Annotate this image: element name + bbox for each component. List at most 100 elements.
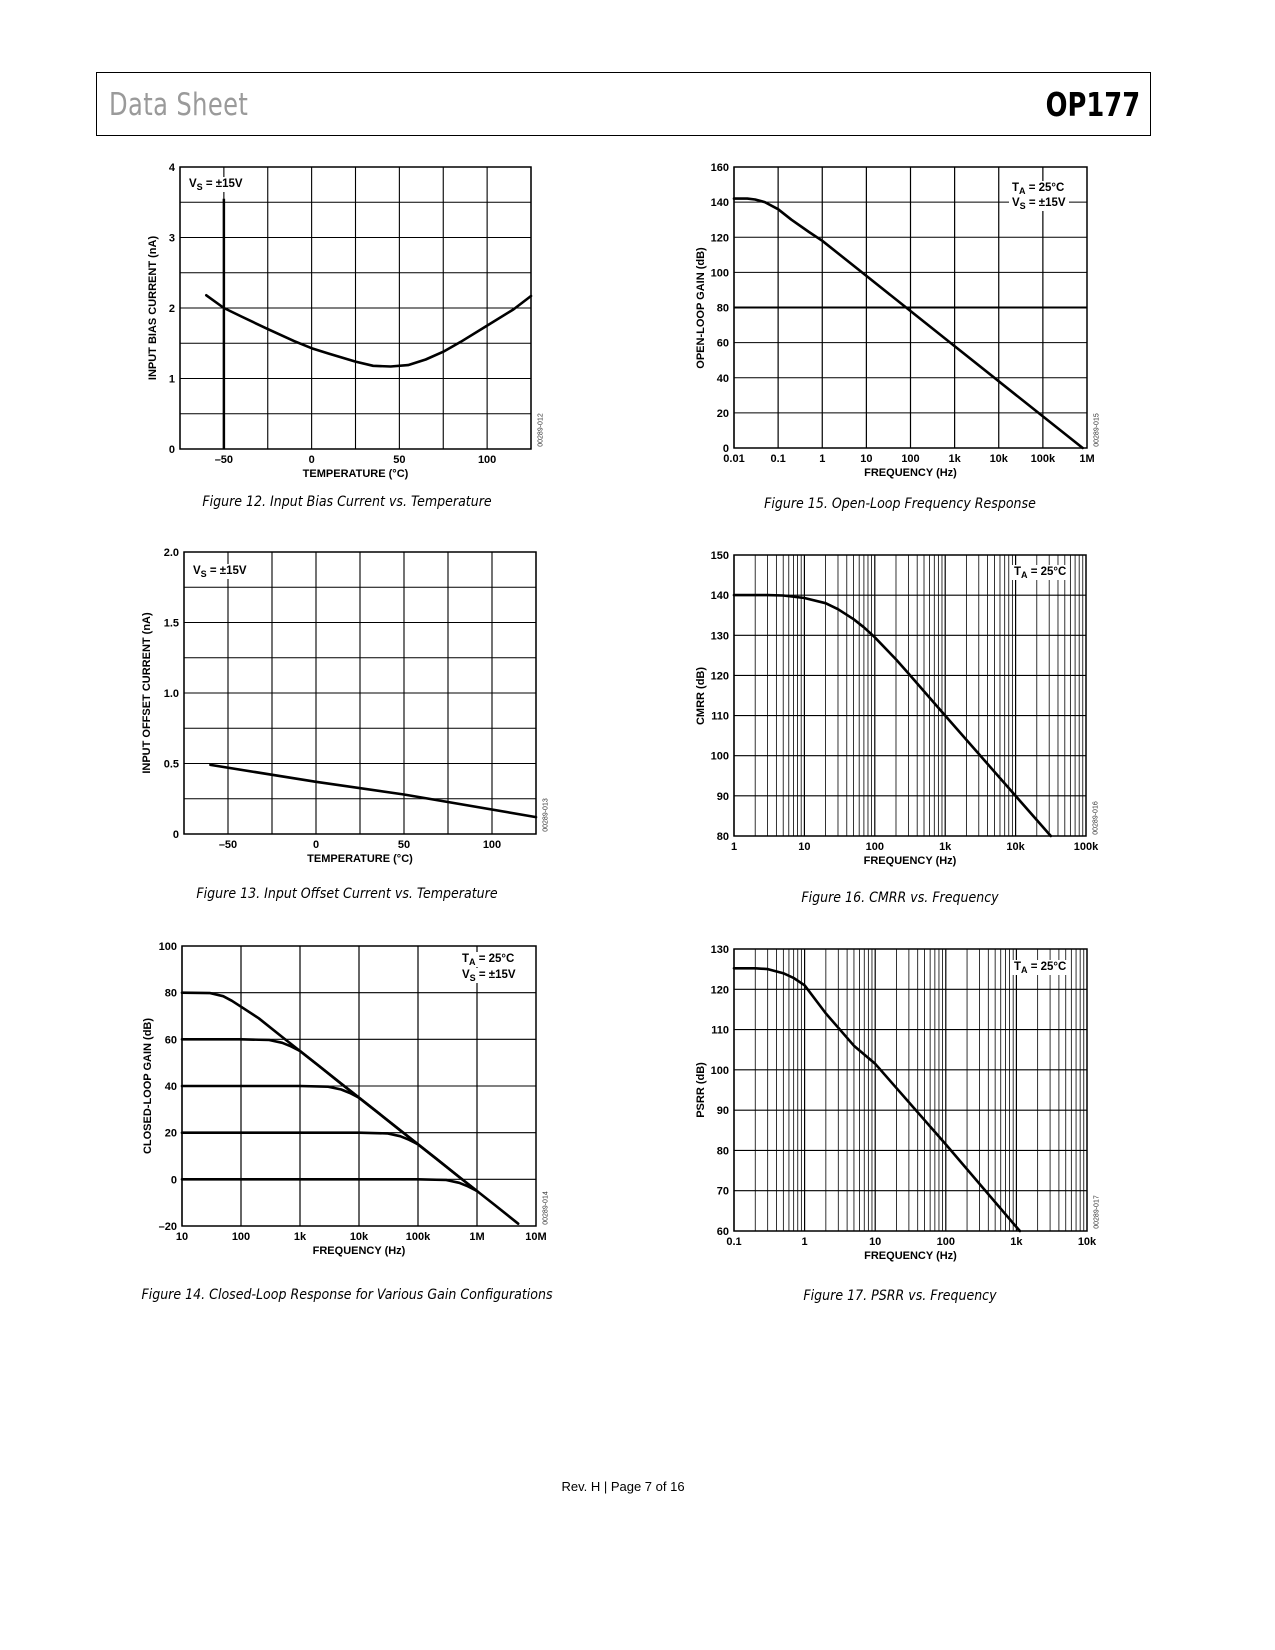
y-tick-label: 1.0 — [164, 688, 179, 700]
page-header: Data Sheet OP177 — [96, 72, 1151, 136]
page-footer: Rev. H | Page 7 of 16 — [561, 1479, 685, 1494]
x-tick-label: 50 — [398, 839, 410, 851]
annotation-value: = 25°C — [1027, 566, 1067, 578]
x-tick-label: 50 — [393, 454, 405, 466]
y-tick-label: 130 — [711, 944, 729, 956]
annotation-value: = ±15V — [1025, 197, 1066, 209]
x-tick-label: 100 — [866, 841, 884, 853]
condition-annotation: TA = 25°C — [459, 952, 518, 967]
condition-annotation: VS = ±15V — [190, 564, 250, 579]
x-tick-label: 10k — [350, 1231, 369, 1243]
annotation-symbol: T — [1014, 566, 1022, 578]
annotation-symbol: V — [462, 969, 470, 981]
x-tick-label: 0.01 — [723, 453, 744, 465]
series-line — [180, 991, 520, 1225]
x-tick-label: 1M — [1079, 453, 1094, 465]
series-line — [732, 593, 1053, 838]
y-tick-label: 90 — [717, 791, 729, 803]
annotation-value: = ±15V — [206, 565, 247, 577]
y-tick-label: 120 — [711, 670, 729, 682]
x-tick-label: 10k — [1006, 841, 1025, 853]
x-axis-label: FREQUENCY (Hz) — [312, 1245, 406, 1257]
series-line — [732, 197, 1084, 450]
x-tick-label: 100 — [232, 1231, 250, 1243]
annotation-subscript: A — [469, 957, 476, 967]
x-tick-label: 10 — [869, 1236, 881, 1248]
y-tick-label: 4 — [169, 162, 176, 174]
y-tick-label: 60 — [717, 338, 729, 350]
y-tick-label: 0 — [171, 1174, 177, 1186]
y-axis-label: INPUT BIAS CURRENT (nA) — [147, 235, 159, 381]
y-tick-label: 0 — [723, 443, 729, 455]
y-tick-label: 150 — [711, 550, 729, 562]
x-tick-label: 1k — [939, 841, 952, 853]
y-tick-label: 110 — [711, 1025, 729, 1037]
y-tick-label: 20 — [165, 1128, 177, 1140]
y-tick-label: 80 — [165, 988, 177, 1000]
x-tick-label: –50 — [215, 454, 233, 466]
chart-14: 10 100 1k 10k 100k 1M 10M –20 0 20 40 60 80 100 — [159, 941, 547, 1243]
figure-caption: Figure 15. Open-Loop Frequency Response — [764, 496, 1036, 512]
x-tick-label: 10 — [176, 1231, 188, 1243]
y-tick-label: 120 — [711, 984, 729, 996]
x-tick-label: 1 — [819, 453, 825, 465]
x-tick-label: 100 — [901, 453, 919, 465]
y-tick-label: 60 — [717, 1226, 729, 1238]
series-line — [180, 1131, 479, 1193]
figure-code: 00289-016 — [1092, 801, 1100, 835]
y-tick-label: 80 — [717, 831, 729, 843]
annotation-subscript: S — [200, 569, 207, 579]
y-tick-label: 0 — [169, 444, 175, 456]
document-type: Data Sheet — [109, 87, 249, 123]
annotation-value: = 25°C — [475, 953, 515, 965]
x-tick-label: 100 — [483, 839, 501, 851]
annotation-subscript: A — [1021, 965, 1028, 975]
y-tick-label: 160 — [711, 162, 729, 174]
figure-code: 00289-015 — [1093, 413, 1101, 447]
x-tick-label: 1k — [294, 1231, 307, 1243]
annotation-subscript: S — [1019, 201, 1026, 211]
plot-frame — [179, 166, 532, 450]
x-tick-label: 1k — [949, 453, 962, 465]
annotation-subscript: S — [469, 973, 476, 983]
figure-code: 00289-013 — [542, 798, 550, 832]
x-axis-label: FREQUENCY (Hz) — [864, 467, 957, 479]
y-tick-label: 140 — [711, 197, 729, 209]
x-tick-label: 100k — [1074, 841, 1099, 853]
condition-annotation: TA = 25°C — [1011, 565, 1070, 580]
annotation-value: = ±15V — [475, 969, 516, 981]
chart-15: 0.01 0.1 1 10 100 1k 10k 100k 1M 0 20 40 60 80 100 120 1… — [711, 162, 1095, 465]
series-line — [180, 1178, 479, 1193]
y-tick-label: –20 — [159, 1221, 177, 1233]
y-tick-label: 40 — [717, 373, 729, 385]
y-tick-label: 3 — [169, 233, 175, 245]
x-axis-label: FREQUENCY (Hz) — [863, 855, 957, 867]
figure-code: 00289-012 — [537, 413, 545, 447]
figure-caption: Figure 17. PSRR vs. Frequency — [803, 1288, 997, 1304]
y-tick-label: 20 — [717, 408, 729, 420]
part-number: OP177 — [1045, 85, 1140, 124]
x-tick-label: 100 — [937, 1236, 955, 1248]
figure-caption: Figure 12. Input Bias Current vs. Temper… — [202, 494, 492, 510]
y-tick-label: 0 — [173, 829, 179, 841]
x-tick-label: 0 — [309, 454, 315, 466]
series-line — [180, 1084, 420, 1146]
y-axis-label: CMRR (dB) — [695, 666, 707, 725]
x-tick-label: 10 — [798, 841, 810, 853]
y-tick-label: 0.5 — [164, 759, 179, 771]
condition-annotation: VS = ±15V — [186, 177, 246, 192]
x-tick-label: 1M — [469, 1231, 484, 1243]
x-axis-label: FREQUENCY (Hz) — [864, 1250, 957, 1262]
x-tick-label: 1 — [731, 841, 737, 853]
y-tick-label: 140 — [711, 590, 729, 602]
condition-annotation: VS = ±15V — [1009, 196, 1069, 211]
annotation-subscript: A — [1021, 570, 1028, 580]
figure-code: 00289-014 — [542, 1191, 550, 1225]
y-axis-label: OPEN-LOOP GAIN (dB) — [695, 246, 707, 369]
plot-frame — [183, 551, 537, 835]
x-tick-label: 1k — [1010, 1236, 1023, 1248]
x-tick-label: 10k — [990, 453, 1009, 465]
x-axis-label: TEMPERATURE (°C) — [307, 853, 413, 865]
figure-caption: Figure 13. Input Offset Current vs. Temp… — [196, 886, 498, 902]
